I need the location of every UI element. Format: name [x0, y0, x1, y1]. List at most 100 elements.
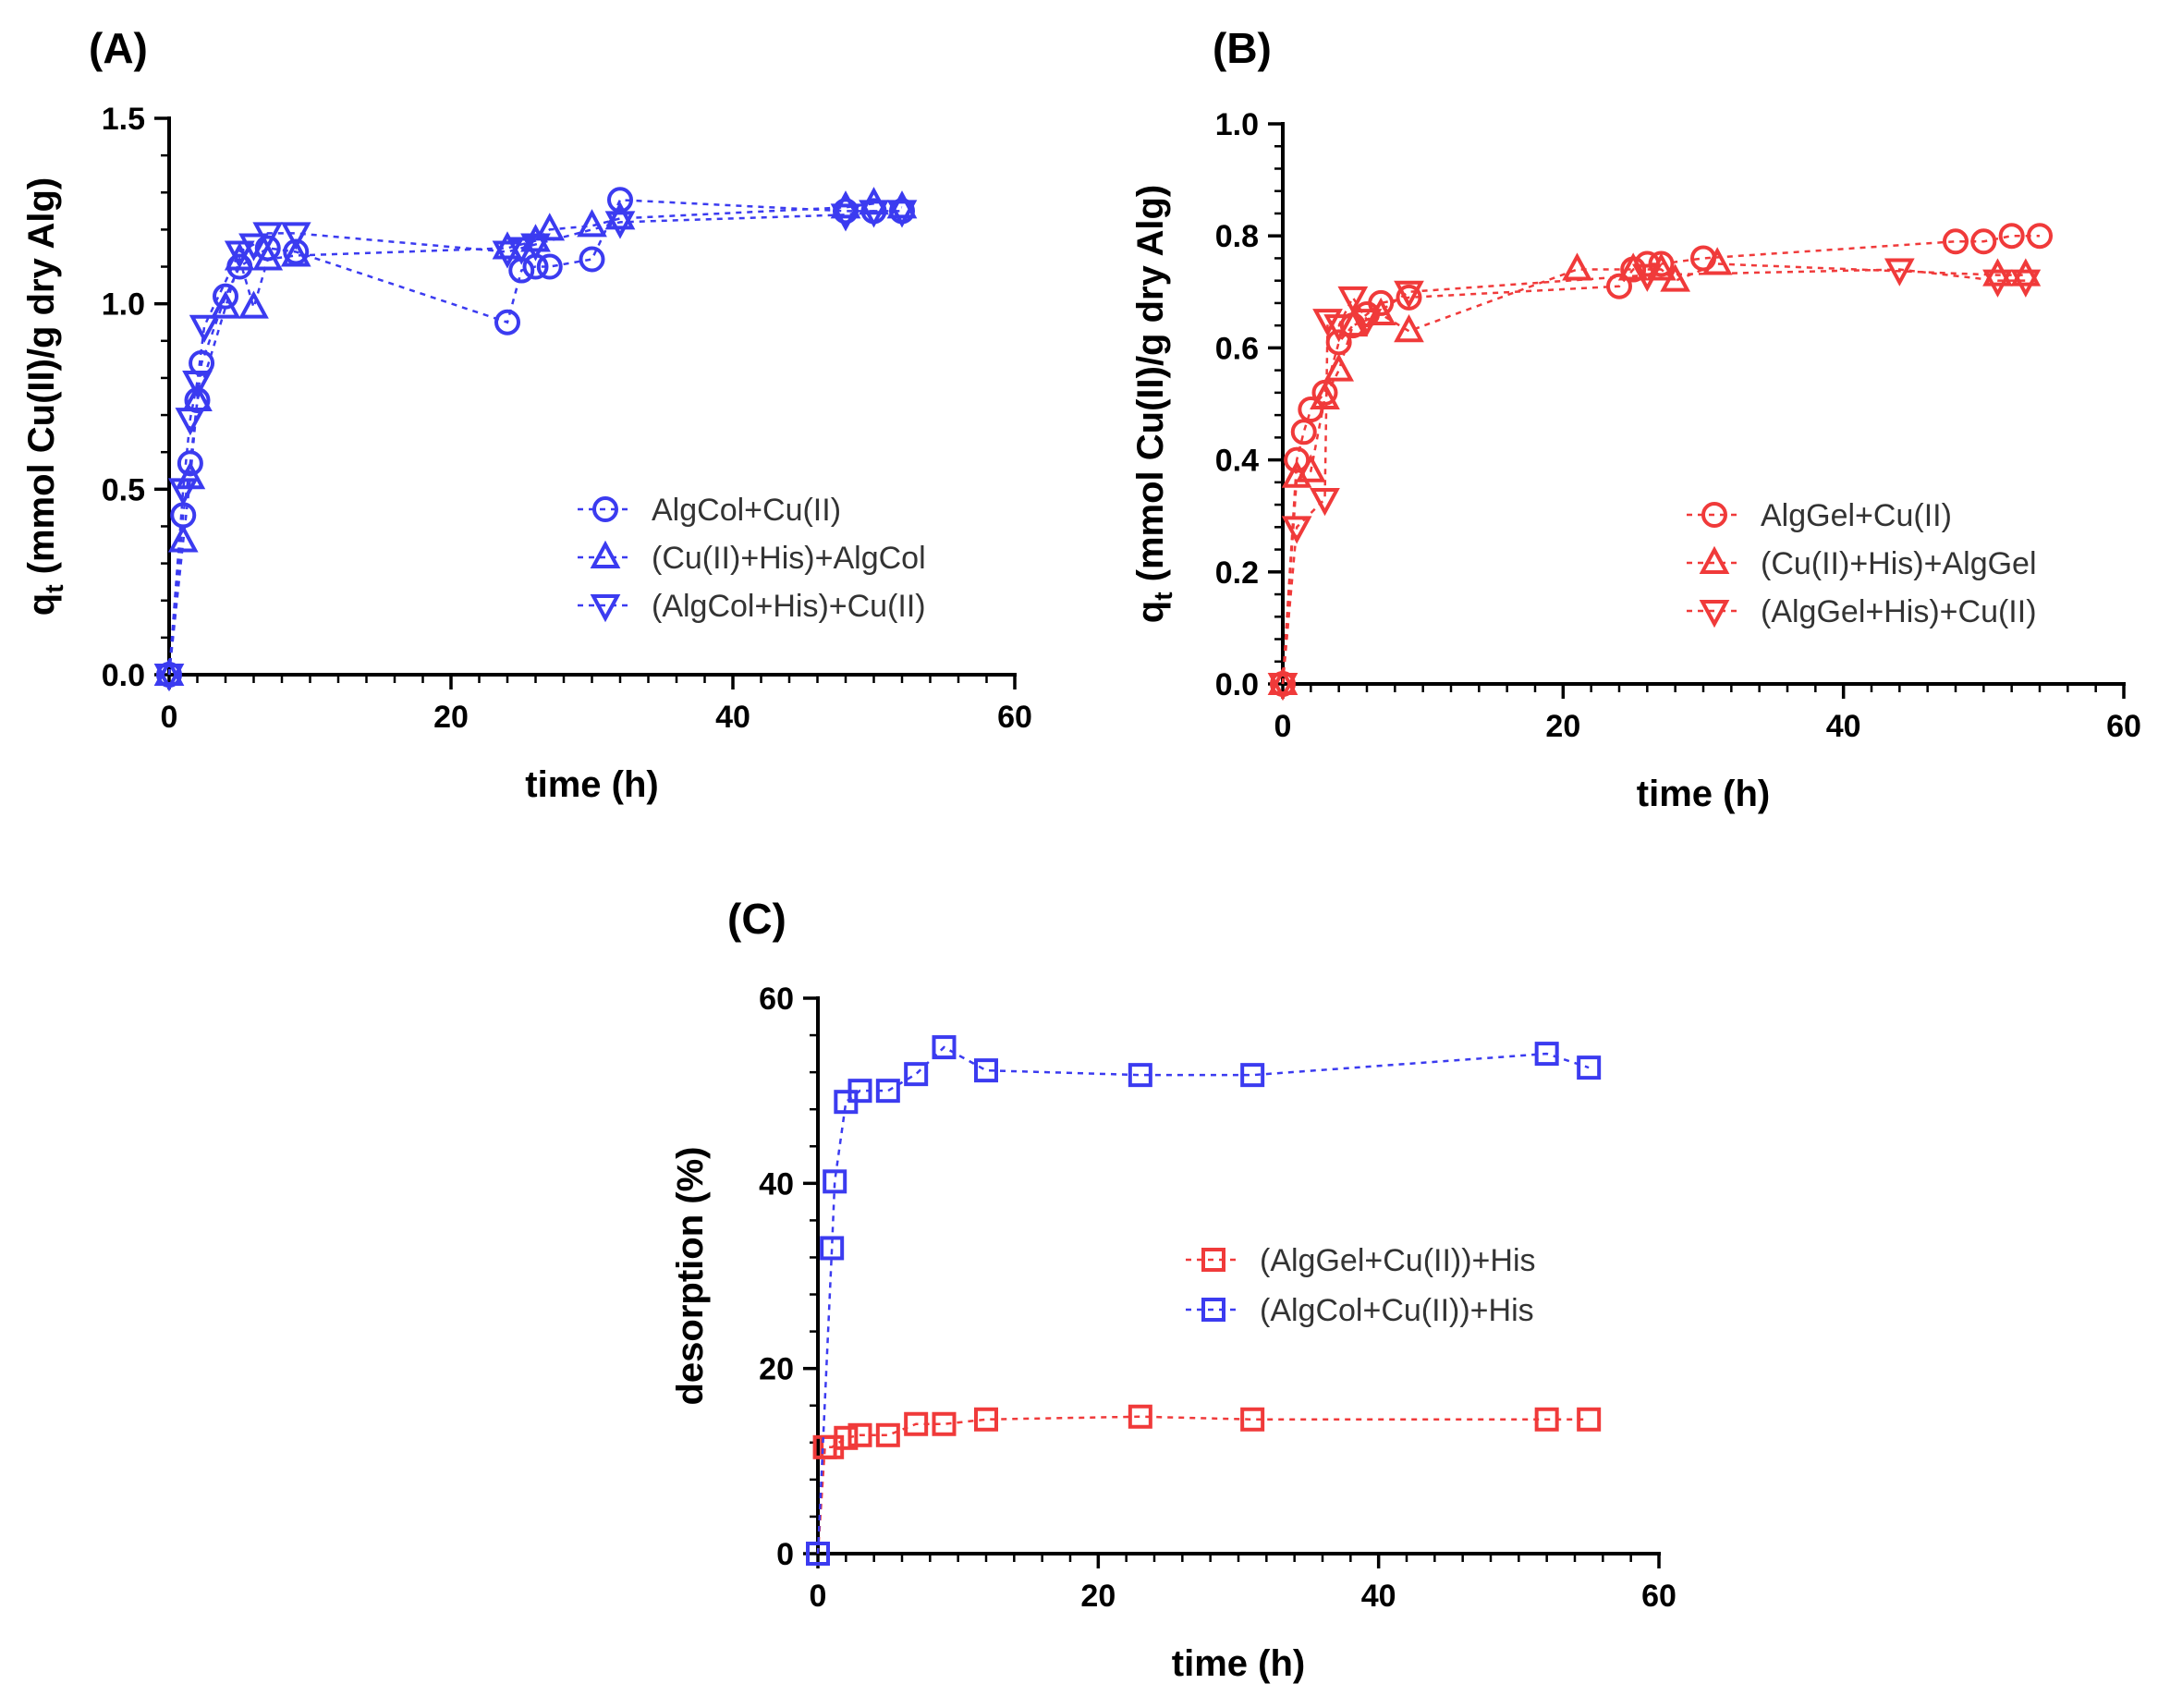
- panel-b-x-tick-label: 40: [1826, 709, 1861, 744]
- panel-c-data-point: [1128, 1404, 1152, 1429]
- panel-c-data-point: [1240, 1063, 1265, 1088]
- panel-c-data-point: [847, 1422, 872, 1447]
- panel-b-data-point: [2010, 269, 2042, 298]
- panel-b-data-point: [1943, 228, 1969, 255]
- panel-a-series-cu-ii-his-algcol: [153, 187, 918, 686]
- panel-c-y-tick-label: 20: [759, 1352, 794, 1387]
- panel-a-data-point: [210, 290, 241, 319]
- panel-a-y-tick-label: 0.5: [102, 472, 145, 507]
- panel-b-y-tick-label: 0.4: [1215, 444, 1259, 479]
- panel-b-x-axis-title: time (h): [1637, 774, 1770, 814]
- panel-a-data-point: [494, 309, 520, 336]
- panel-a-legend-marker: [590, 594, 621, 623]
- panel-b-y-tick-label: 0.2: [1215, 555, 1259, 591]
- panel-a-x-axis-title: time (h): [525, 764, 658, 805]
- panel-b-series-line: [1281, 262, 2026, 685]
- panel-c-series-algcol-cu-ii-his: [806, 1035, 1602, 1566]
- panel-c-data-point: [932, 1411, 957, 1436]
- panel-a-data-point: [280, 238, 311, 267]
- panel-a-data-point: [153, 664, 185, 692]
- panel-c-y-tick-label: 60: [759, 982, 794, 1017]
- panel-b-y-axis-title: qt (mmol Cu(II)/g dry Alg): [1130, 185, 1177, 623]
- panel-a-data-point: [252, 242, 284, 271]
- panel-c-legend-item: (AlgGel+Cu(II))+His: [1186, 1243, 1536, 1278]
- panel-a-data-point: [224, 240, 255, 269]
- panel-b-data-point: [1970, 228, 1997, 255]
- panel-a-data-point: [534, 213, 566, 241]
- panel-c-data-point: [1534, 1407, 1559, 1432]
- panel-b-legend-marker: [1699, 600, 1730, 628]
- panel-c-data-point: [875, 1079, 900, 1104]
- panel-c-data-point: [1534, 1042, 1559, 1067]
- panel-c-series-alggel-cu-ii-his: [806, 1404, 1602, 1566]
- panel-a-chart: (A) 0 20 40 60 0.0 0.5 1.0 1.5 time (h) qt (mmol C…: [21, 24, 1032, 805]
- panel-b-legend-item: AlgGel+Cu(II): [1687, 498, 1952, 533]
- panel-a-x-tick-label: 20: [433, 700, 469, 735]
- panel-b-data-point: [1295, 454, 1326, 482]
- panel-b-data-point: [1312, 309, 1343, 337]
- panel-c-data-point: [875, 1422, 900, 1447]
- panel-c-legend-label: (AlgCol+Cu(II))+His: [1260, 1293, 1534, 1328]
- panel-a-data-point: [167, 478, 199, 506]
- panel-c-legend-item: (AlgCol+Cu(II))+His: [1186, 1293, 1534, 1328]
- panel-a-legend-label: AlgCol+Cu(II): [652, 493, 841, 528]
- panel-b-data-point: [1631, 263, 1663, 292]
- panel-a-legend-label: (AlgCol+His)+Cu(II): [652, 589, 926, 624]
- panel-c-legend-label: (AlgGel+Cu(II))+His: [1260, 1243, 1536, 1278]
- panel-c-data-point: [974, 1058, 998, 1083]
- panel-b-data-point: [1337, 286, 1369, 315]
- panel-b-data-point: [1394, 314, 1424, 343]
- panel-a-legend-label: (Cu(II)+His)+AlgCol: [652, 541, 926, 576]
- panel-b-data-point: [1310, 381, 1340, 409]
- panel-a-legend-item: (Cu(II)+His)+AlgCol: [578, 540, 926, 576]
- panel-b-series-cu-ii-his-alggel: [1267, 247, 2042, 695]
- panel-b-x-tick-label: 60: [2106, 709, 2141, 744]
- panel-c-y-tick-label: 40: [759, 1166, 794, 1202]
- panel-a-data-point: [189, 314, 220, 343]
- panel-a-data-point: [604, 201, 636, 230]
- panel-b-y-tick-label: 0.0: [1215, 667, 1259, 702]
- panel-a-legend-item: AlgCol+Cu(II): [578, 493, 841, 528]
- panel-c-data-point: [1577, 1055, 1602, 1080]
- panel-a-data-point: [182, 370, 213, 399]
- panel-b-data-point: [1290, 419, 1317, 445]
- panel-c-chart: (C) 0 20 40 60 0 20 40 60 time (h) desorption (%) (…: [670, 895, 1676, 1684]
- panel-b-data-point: [1310, 488, 1340, 517]
- panel-c-x-tick-label: 40: [1361, 1579, 1396, 1614]
- panel-a-x-tick-label: 60: [997, 700, 1032, 735]
- panel-a-series-algcol-his-cu-ii: [153, 200, 918, 692]
- panel-a-series-line: [167, 199, 902, 676]
- panel-a-data-point: [238, 233, 269, 262]
- panel-a-data-point: [579, 246, 605, 273]
- panel-c-x-axis-title: time (h): [1172, 1643, 1305, 1684]
- panel-c-data-point: [823, 1169, 847, 1194]
- panel-a-data-point: [167, 524, 199, 553]
- panel-a-data-point: [577, 209, 607, 238]
- panel-a-x-tick-label: 40: [715, 700, 750, 735]
- panel-a-series-line: [167, 210, 902, 676]
- panel-b-data-point: [1660, 263, 1691, 292]
- panel-a-series-line: [167, 202, 903, 676]
- panel-b-data-point: [1323, 314, 1355, 343]
- panel-c-x-tick-label: 0: [810, 1579, 827, 1614]
- panel-a-y-tick-label: 0.0: [102, 658, 145, 693]
- panel-a-legend-item: (AlgCol+His)+Cu(II): [578, 589, 926, 624]
- panel-b-data-point: [1884, 258, 1915, 287]
- panel-b-data-point: [1267, 673, 1298, 702]
- panel-c-data-point: [904, 1062, 929, 1087]
- panel-b-data-point: [1298, 396, 1324, 423]
- panel-a-x-tick-label: 0: [161, 700, 178, 735]
- panel-a-label: (A): [89, 24, 148, 72]
- panel-c-series-line: [816, 1415, 1590, 1555]
- panel-b-data-point: [1281, 516, 1312, 544]
- panel-a-data-point: [492, 240, 523, 269]
- panel-c-data-point: [974, 1407, 998, 1432]
- panel-a-data-point: [604, 211, 636, 239]
- panel-c-data-point: [1240, 1407, 1265, 1432]
- panel-a-y-tick-label: 1.5: [102, 102, 145, 137]
- panel-a-data-point: [175, 408, 206, 436]
- panel-c-x-tick-label: 60: [1641, 1579, 1676, 1614]
- panel-a-data-point: [886, 200, 918, 228]
- panel-c-data-point: [834, 1425, 859, 1450]
- panel-b-legend-marker: [1699, 545, 1730, 574]
